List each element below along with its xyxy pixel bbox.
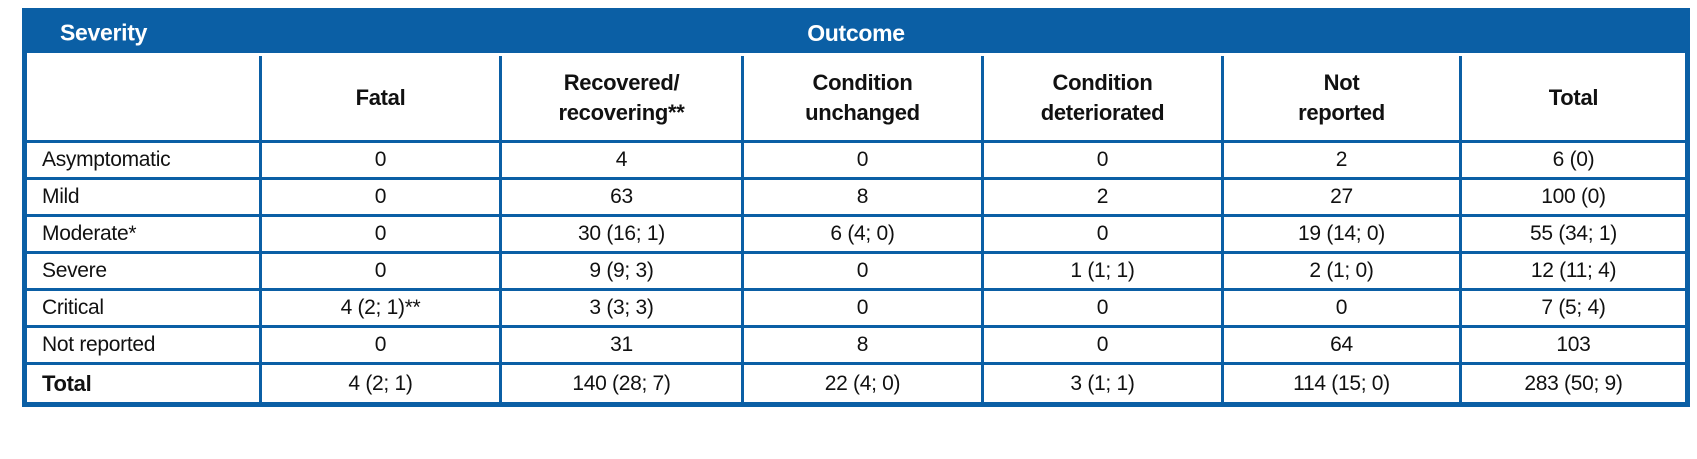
- cell-value: 0: [981, 325, 1224, 365]
- cell-value: 27: [1221, 177, 1462, 217]
- cell-value: 114 (15; 0): [1221, 362, 1462, 406]
- cell-value: 12 (11; 4): [1459, 251, 1689, 291]
- cell-value: 7 (5; 4): [1459, 288, 1689, 328]
- cell-value: 9 (9; 3): [499, 251, 744, 291]
- cell-value: 100 (0): [1459, 177, 1689, 217]
- cell-value: 0: [259, 214, 502, 254]
- table-row-critical: Critical 4 (2; 1)** 3 (3; 3) 0 0 0 7 (5;…: [23, 288, 1689, 328]
- row-label: Asymptomatic: [23, 140, 262, 180]
- cell-value: 0: [741, 251, 984, 291]
- cell-value: 3 (3; 3): [499, 288, 744, 328]
- table-row-asymptomatic: Asymptomatic 0 4 0 0 2 6 (0): [23, 140, 1689, 180]
- total-row-label: Total: [23, 362, 262, 406]
- cell-value: 30 (16; 1): [499, 214, 744, 254]
- cell-value: 103: [1459, 325, 1689, 365]
- cell-value: 55 (34; 1): [1459, 214, 1689, 254]
- band-header-cell: Severity Outcome: [24, 9, 1688, 56]
- cell-value: 0: [981, 288, 1224, 328]
- cell-value: 140 (28; 7): [499, 362, 744, 406]
- column-header-not-reported: Not reported: [1221, 53, 1462, 143]
- cell-value: 8: [741, 177, 984, 217]
- cell-value: 2 (1; 0): [1221, 251, 1462, 291]
- cell-value: 0: [259, 251, 502, 291]
- cell-value: 0: [741, 140, 984, 180]
- cell-value: 283 (50; 9): [1459, 362, 1689, 406]
- row-label: Moderate*: [23, 214, 262, 254]
- cell-value: 4: [499, 140, 744, 180]
- column-header-recovered: Recovered/ recovering**: [499, 53, 744, 143]
- row-label: Not reported: [23, 325, 262, 365]
- column-header-total: Total: [1459, 53, 1689, 143]
- row-label: Critical: [23, 288, 262, 328]
- cell-value: 0: [259, 325, 502, 365]
- table-row-severe: Severe 0 9 (9; 3) 0 1 (1; 1) 2 (1; 0) 12…: [23, 251, 1689, 291]
- cell-value: 6 (0): [1459, 140, 1689, 180]
- row-label: Mild: [23, 177, 262, 217]
- column-header-fatal: Fatal: [259, 53, 502, 143]
- cell-value: 2: [1221, 140, 1462, 180]
- cell-value: 6 (4; 0): [741, 214, 984, 254]
- table-band-row: Severity Outcome: [24, 9, 1688, 56]
- cell-value: 0: [981, 214, 1224, 254]
- column-header-empty: [23, 53, 262, 143]
- column-header-row: Fatal Recovered/ recovering** Condition …: [23, 53, 1689, 143]
- table-row-moderate: Moderate* 0 30 (16; 1) 6 (4; 0) 0 19 (14…: [23, 214, 1689, 254]
- cell-value: 63: [499, 177, 744, 217]
- cell-value: 31: [499, 325, 744, 365]
- cell-value: 0: [259, 177, 502, 217]
- row-label: Severe: [23, 251, 262, 291]
- cell-value: 4 (2; 1): [259, 362, 502, 406]
- cell-value: 0: [741, 288, 984, 328]
- table-row-not-reported: Not reported 0 31 8 0 64 103: [23, 325, 1689, 365]
- cell-value: 1 (1; 1): [981, 251, 1224, 291]
- column-header-deteriorated: Condition deteriorated: [981, 53, 1224, 143]
- cell-value: 22 (4; 0): [741, 362, 984, 406]
- severity-band-label: Severity: [60, 19, 148, 46]
- cell-value: 3 (1; 1): [981, 362, 1224, 406]
- cell-value: 19 (14; 0): [1221, 214, 1462, 254]
- cell-value: 64: [1221, 325, 1462, 365]
- table-row-mild: Mild 0 63 8 2 27 100 (0): [23, 177, 1689, 217]
- outcome-band-label: Outcome: [807, 20, 905, 46]
- cell-value: 0: [1221, 288, 1462, 328]
- table-row-total: Total 4 (2; 1) 140 (28; 7) 22 (4; 0) 3 (…: [23, 362, 1689, 406]
- cell-value: 2: [981, 177, 1224, 217]
- cell-value: 8: [741, 325, 984, 365]
- severity-outcome-table: Severity Outcome Fatal Recovered/ recove…: [22, 8, 1690, 407]
- cell-value: 0: [259, 140, 502, 180]
- cell-value: 4 (2; 1)**: [259, 288, 502, 328]
- cell-value: 0: [981, 140, 1224, 180]
- column-header-unchanged: Condition unchanged: [741, 53, 984, 143]
